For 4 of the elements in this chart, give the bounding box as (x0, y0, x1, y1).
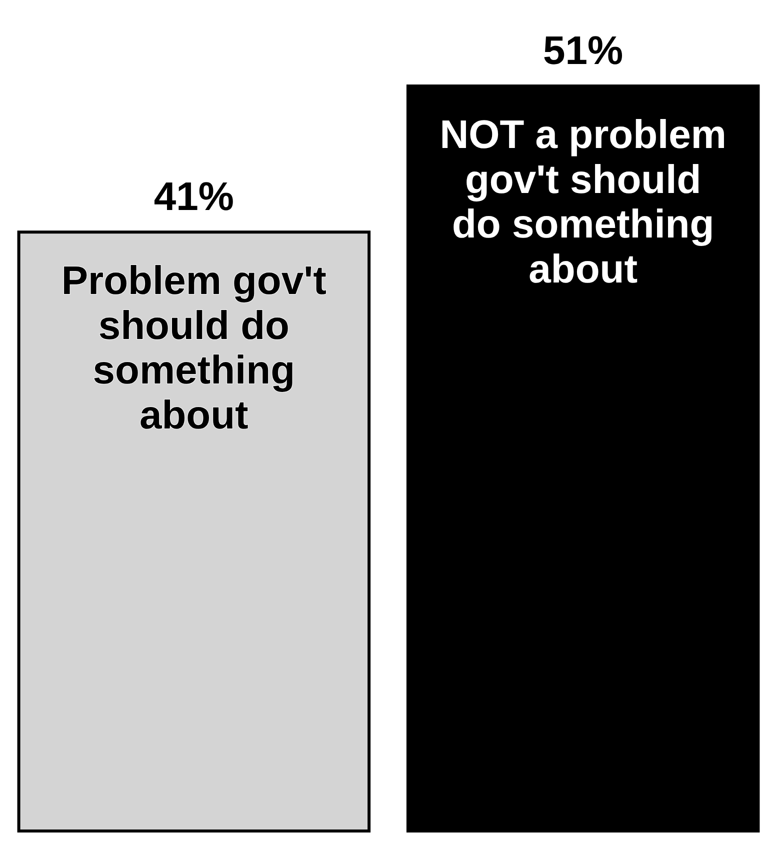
x-tick-label: Problem gov't should do something about (61, 259, 326, 438)
data-label: 41% (154, 175, 234, 220)
data-label: 51% (543, 29, 624, 73)
x-tick-label: NOT a problem gov't should do something about (440, 113, 726, 292)
